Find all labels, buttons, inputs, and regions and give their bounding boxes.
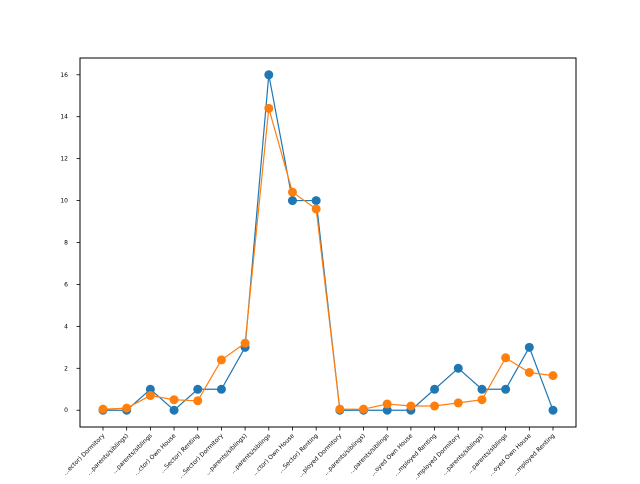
x-tick-label: …ctor) Own House	[133, 432, 178, 477]
data-point	[548, 405, 558, 415]
data-point	[524, 342, 534, 352]
data-point	[453, 398, 463, 408]
series-line	[103, 74, 554, 412]
data-point	[477, 384, 487, 394]
data-point	[548, 371, 558, 381]
x-tick-label: …Sector) Dormitory	[178, 432, 226, 480]
x-tick-label: …oyed Own House	[369, 432, 414, 477]
y-tick-label: 14	[60, 114, 68, 121]
y-tick-label: 8	[64, 240, 68, 247]
data-point	[240, 338, 250, 348]
x-tick-label: …ector) Dormitory	[62, 432, 107, 477]
data-point	[311, 204, 321, 214]
data-point	[193, 384, 203, 394]
data-point	[382, 399, 392, 409]
data-point	[453, 363, 463, 373]
y-tick-label: 2	[64, 365, 68, 372]
x-tick-label: …parents/siblings)	[86, 432, 130, 476]
data-point	[287, 187, 297, 197]
data-point	[216, 384, 226, 394]
data-point	[216, 355, 226, 365]
y-tick-label: 12	[60, 156, 68, 163]
data-point	[501, 353, 511, 363]
y-tick-label: 0	[64, 407, 68, 414]
x-tick-label: …parents/siblings)	[441, 432, 485, 476]
data-point	[287, 196, 297, 206]
data-point	[311, 196, 321, 206]
data-point	[264, 70, 274, 80]
x-tick-label: …ctor) Own House	[251, 432, 296, 477]
data-point	[193, 396, 203, 406]
data-point	[98, 404, 108, 414]
y-tick-label: 6	[64, 281, 68, 288]
x-tick-label: …parents/siblings)	[323, 432, 367, 476]
data-point	[169, 405, 179, 415]
data-point	[430, 401, 440, 411]
data-point	[501, 384, 511, 394]
y-tick-label: 4	[64, 323, 68, 330]
data-point	[382, 405, 392, 415]
data-point	[145, 384, 155, 394]
x-tick-label: …mployed Renting	[393, 432, 438, 477]
x-tick-label: …oyed Own House	[488, 432, 533, 477]
series-1	[98, 70, 558, 415]
y-tick-label: 10	[60, 198, 68, 205]
data-point	[359, 404, 369, 414]
data-point	[477, 395, 487, 405]
data-point	[122, 403, 132, 413]
x-tick-label: …mployed Renting	[511, 432, 556, 477]
data-point	[406, 401, 416, 411]
series-2	[98, 103, 558, 414]
data-point	[264, 103, 274, 113]
data-point	[524, 367, 534, 377]
data-point	[430, 384, 440, 394]
data-point	[145, 391, 155, 401]
data-point	[169, 395, 179, 405]
x-tick-label: …parents/siblings)	[204, 432, 248, 476]
y-tick-label: 16	[60, 72, 68, 79]
data-point	[335, 404, 345, 414]
series-layer	[98, 70, 558, 415]
series-line	[102, 108, 554, 410]
plot-frame	[79, 57, 577, 428]
x-tick-label: …ployed Dormitory	[297, 432, 343, 478]
